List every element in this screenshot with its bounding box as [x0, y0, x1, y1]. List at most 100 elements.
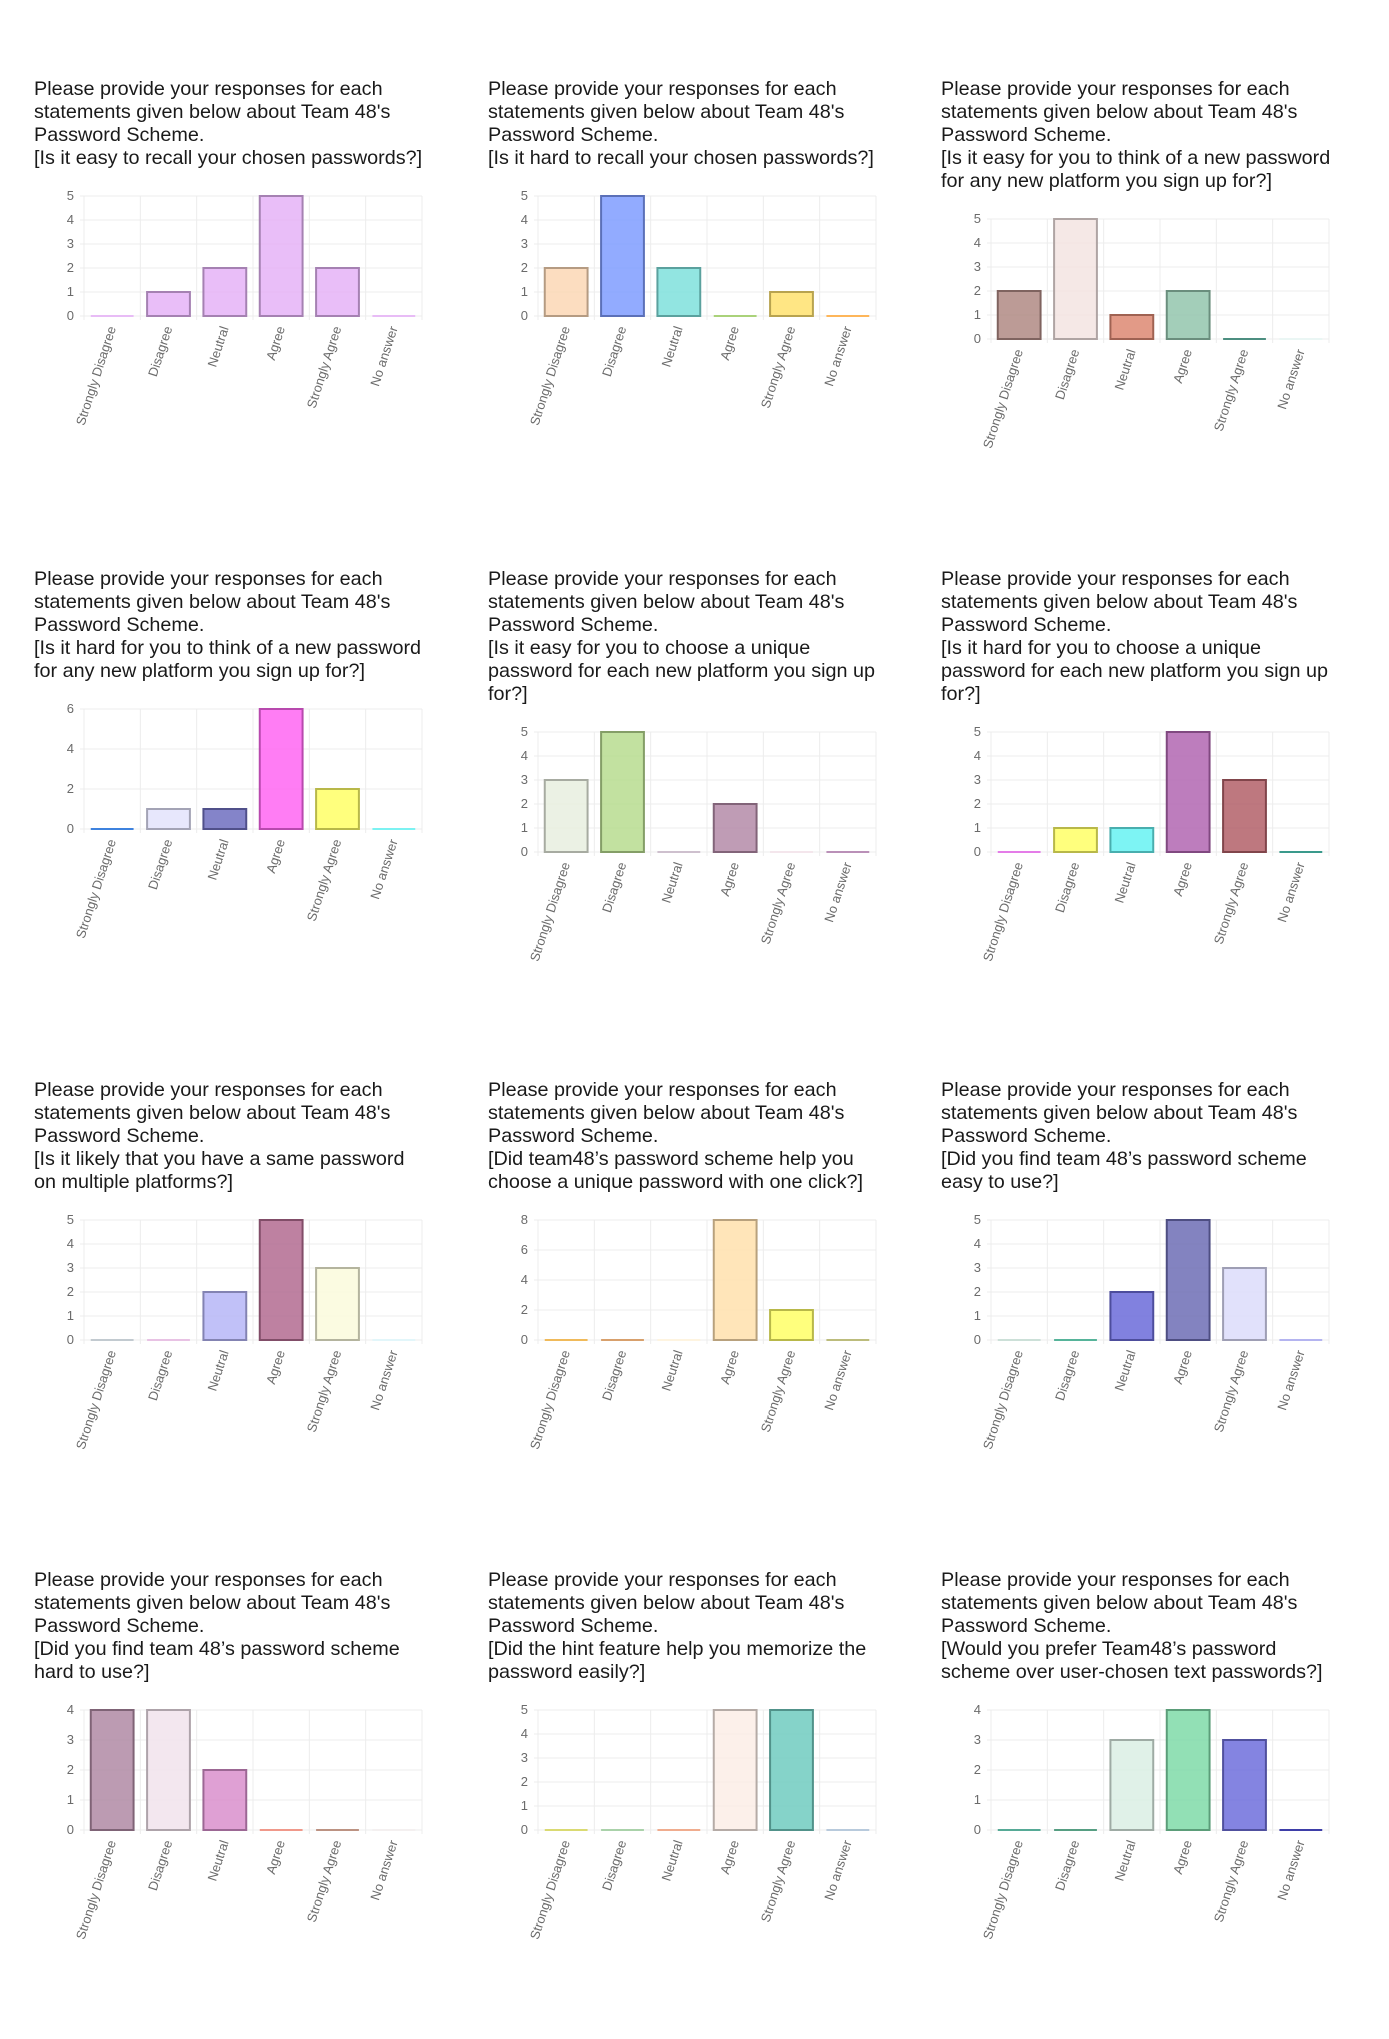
chart-panel: Please provide your responses for each st… [941, 1079, 1381, 1549]
chart-panel: Please provide your responses for each st… [488, 1569, 928, 2039]
x-tick-label: Neutral [204, 324, 231, 369]
x-tick-label: No answer [367, 1348, 401, 1412]
y-tick-label: 0 [521, 1332, 528, 1347]
chart-title: Please provide your responses for each st… [488, 78, 928, 170]
y-tick-label: 0 [67, 821, 74, 836]
chart-title-line: Password Scheme. [941, 1615, 1112, 1637]
bar [90, 1339, 134, 1341]
y-tick-label: 5 [974, 1212, 981, 1227]
x-tick-label: No answer [367, 1838, 401, 1902]
bar-chart: 0 1 2 3 4 5 Strongly Disagree Disagree Neutral Ag… [521, 188, 877, 427]
bar-chart: 0 1 2 3 4 Strongly Disagree Disagree Neutral Agr… [974, 1702, 1330, 1941]
y-tick-label: 5 [521, 188, 528, 203]
y-tick-label: 3 [974, 772, 981, 787]
x-tick-label: Disagree [145, 837, 175, 891]
y-tick-label: 1 [521, 284, 528, 299]
bar [202, 1291, 248, 1341]
bar-chart: 0 1 2 3 4 5 Strongly Disagree Disagree Neutral Ag… [521, 1702, 877, 1941]
chart-title-line: Password Scheme. [488, 1125, 659, 1147]
y-tick-label: 0 [974, 331, 981, 346]
y-tick-label: 5 [67, 188, 74, 203]
y-tick-label: 0 [974, 1822, 981, 1837]
chart-title: Please provide your responses for each st… [34, 1079, 474, 1194]
bar [1109, 827, 1155, 853]
y-tick-label: 6 [521, 1242, 528, 1257]
chart-title-line: [Did team48’s password scheme help you [488, 1148, 854, 1170]
y-tick-label: 4 [67, 741, 74, 756]
bar [1222, 1267, 1267, 1341]
bar-chart: 0 1 2 3 4 5 Strongly Disagree Disagree Neutral Ag… [974, 1212, 1330, 1451]
x-tick-label: Agree [717, 1838, 742, 1876]
x-tick-label: Strongly Disagree [527, 1348, 573, 1451]
bar [1279, 1339, 1323, 1341]
bar-chart: 0 2 4 6 Strongly Disagree Disagree Neutral Agre… [67, 701, 423, 940]
bar-chart: 0 1 2 3 4 5 Strongly Disagree Disagree Neutral Ag… [974, 724, 1330, 963]
bar [372, 828, 416, 830]
chart-title-line: Password Scheme. [488, 124, 659, 146]
chart-title-line: for any new platform you sign up for?] [34, 660, 365, 682]
bar [1222, 1739, 1267, 1831]
y-tick-label: 0 [521, 308, 528, 323]
bar [544, 1339, 588, 1341]
y-tick-label: 4 [974, 748, 981, 763]
x-tick-label: Agree [1170, 347, 1195, 385]
chart-title-line: password easily?] [488, 1661, 646, 1683]
chart-title-line: scheme over user-chosen text passwords?] [941, 1661, 1323, 1683]
x-tick-label: Agree [1170, 860, 1195, 898]
y-tick-label: 2 [67, 1762, 74, 1777]
x-tick-label: Disagree [1052, 1838, 1082, 1892]
x-tick-label: Disagree [599, 324, 629, 378]
bar [1165, 1709, 1211, 1831]
chart-title: Please provide your responses for each st… [941, 1079, 1381, 1194]
chart-title-line: [Is it likely that you have a same passw… [34, 1148, 405, 1170]
bar [1165, 1219, 1211, 1341]
x-tick-label: Disagree [599, 1838, 629, 1892]
bar [315, 267, 360, 317]
chart-title-line: Please provide your responses for each [34, 1569, 383, 1591]
bar [1165, 290, 1211, 340]
bar [258, 1219, 304, 1341]
bar-chart: 0 2 4 6 8 Strongly Disagree Disagree Neutral Agr… [521, 1212, 877, 1451]
chart-title-line: [Is it hard for you to choose a unique [941, 637, 1261, 659]
chart-panel: Please provide your responses for each st… [34, 1569, 474, 2039]
x-tick-label: Neutral [204, 837, 231, 882]
bar [146, 1709, 191, 1831]
bar [1109, 1739, 1155, 1831]
bar [1109, 1291, 1155, 1341]
chart-panel: Please provide your responses for each st… [941, 78, 1381, 548]
x-tick-label: Disagree [145, 1348, 175, 1402]
y-tick-label: 0 [67, 1822, 74, 1837]
y-tick-label: 5 [974, 724, 981, 739]
bar [146, 808, 191, 830]
x-tick-label: Strongly Disagree [73, 1838, 119, 1941]
x-tick-label: Agree [717, 860, 742, 898]
x-tick-label: No answer [367, 837, 401, 901]
x-tick-label: Strongly Agree [1211, 860, 1252, 946]
y-tick-label: 0 [67, 308, 74, 323]
chart-title-line: [Is it easy for you to think of a new pa… [941, 147, 1331, 169]
x-tick-label: Strongly Disagree [527, 860, 573, 963]
y-tick-label: 8 [521, 1212, 528, 1227]
y-tick-label: 0 [974, 1332, 981, 1347]
chart-title-line: for any new platform you sign up for?] [941, 170, 1272, 192]
bar [600, 195, 645, 317]
x-tick-label: Strongly Agree [304, 837, 345, 923]
chart-title-line: easy to use?] [941, 1171, 1059, 1193]
bar [259, 1829, 303, 1831]
chart-title: Please provide your responses for each st… [34, 78, 474, 170]
chart-title-line: [Would you prefer Team48’s password [941, 1638, 1277, 1660]
x-tick-label: No answer [1274, 347, 1308, 411]
y-tick-label: 4 [974, 1236, 981, 1251]
bar [258, 195, 304, 317]
x-tick-label: No answer [367, 324, 401, 388]
y-tick-label: 1 [67, 284, 74, 299]
x-tick-label: Neutral [658, 324, 685, 369]
chart-title-line: Password Scheme. [941, 124, 1112, 146]
chart-panel: Please provide your responses for each st… [34, 568, 474, 1038]
chart-title-line: statements given below about Team 48's [488, 1102, 845, 1124]
x-tick-label: Strongly Agree [758, 1838, 799, 1924]
chart-title-line: statements given below about Team 48's [488, 591, 845, 613]
x-tick-label: Strongly Agree [304, 1348, 345, 1434]
y-tick-label: 1 [67, 1308, 74, 1323]
chart-title-line: Please provide your responses for each [941, 78, 1290, 100]
